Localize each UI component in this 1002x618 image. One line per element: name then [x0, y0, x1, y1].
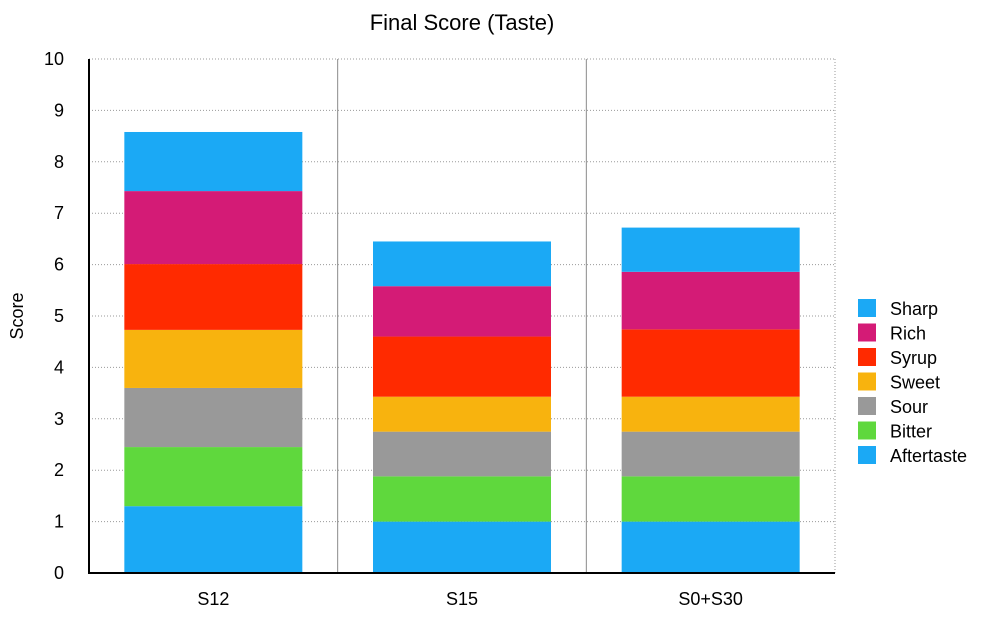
bar-sour-s0s30 [621, 431, 800, 477]
y-axis-label: Score [7, 292, 27, 339]
bar-aftertaste-s0s30 [621, 521, 800, 573]
x-tick-label: S15 [446, 589, 478, 609]
legend-swatch-bitter [858, 421, 876, 440]
legend-label-aftertaste: Aftertaste [890, 446, 967, 466]
y-tick-label: 2 [54, 460, 64, 480]
bar-syrup-s15 [373, 336, 551, 397]
bar-rich-s15 [373, 286, 551, 337]
bar-sharp-s15 [373, 241, 551, 287]
y-tick-label: 6 [54, 255, 64, 275]
legend-label-sharp: Sharp [890, 299, 938, 319]
bar-rich-s0s30 [621, 271, 800, 330]
x-tick-label: S0+S30 [678, 589, 743, 609]
legend-label-syrup: Syrup [890, 348, 937, 368]
bar-sharp-s12 [124, 131, 303, 192]
bar-bitter-s15 [373, 476, 551, 522]
legend-swatch-sweet [858, 372, 876, 391]
bar-sweet-s12 [124, 329, 303, 388]
legend-swatch-sharp [858, 299, 876, 317]
axes: 0 1 2 3 4 5 6 7 8 9 10 S12 S15 S0+S30 [44, 49, 835, 609]
x-tick-label: S12 [197, 589, 229, 609]
legend-label-sweet: Sweet [890, 373, 940, 393]
bar-sour-s12 [124, 387, 303, 448]
y-tick-label: 8 [54, 152, 64, 172]
bar-sour-s15 [373, 431, 551, 477]
bar-syrup-s12 [124, 264, 303, 330]
legend-label-sour: Sour [890, 397, 928, 417]
y-tick-label: 10 [44, 49, 64, 69]
bar-sharp-s0s30 [621, 227, 800, 272]
legend-label-rich: Rich [890, 324, 926, 344]
bar-rich-s12 [124, 191, 303, 265]
legend-swatch-syrup [858, 348, 876, 366]
y-tick-label: 4 [54, 357, 64, 377]
legend-label-bitter: Bitter [890, 422, 932, 442]
bar-bitter-s12 [124, 447, 303, 507]
legend-swatch-rich [858, 323, 876, 342]
y-tick-label: 5 [54, 306, 64, 326]
bar-bitter-s0s30 [621, 476, 800, 522]
bar-sweet-s0s30 [621, 396, 800, 432]
y-tick-label: 7 [54, 203, 64, 223]
y-tick-label: 3 [54, 409, 64, 429]
chart-title: Final Score (Taste) [370, 10, 555, 35]
bar-syrup-s0s30 [621, 329, 800, 397]
y-tick-label: 1 [54, 512, 64, 532]
legend: Sharp Rich Syrup Sweet Sour Bitter Aftertaste [858, 299, 967, 466]
y-tick-label: 0 [54, 563, 64, 583]
legend-swatch-sour [858, 397, 876, 415]
bar-aftertaste-s15 [373, 521, 551, 573]
bar-sweet-s15 [373, 396, 551, 432]
bar-aftertaste-s12 [124, 506, 303, 573]
bars [124, 131, 800, 573]
legend-swatch-aftertaste [858, 446, 876, 464]
y-tick-label: 9 [54, 100, 64, 120]
